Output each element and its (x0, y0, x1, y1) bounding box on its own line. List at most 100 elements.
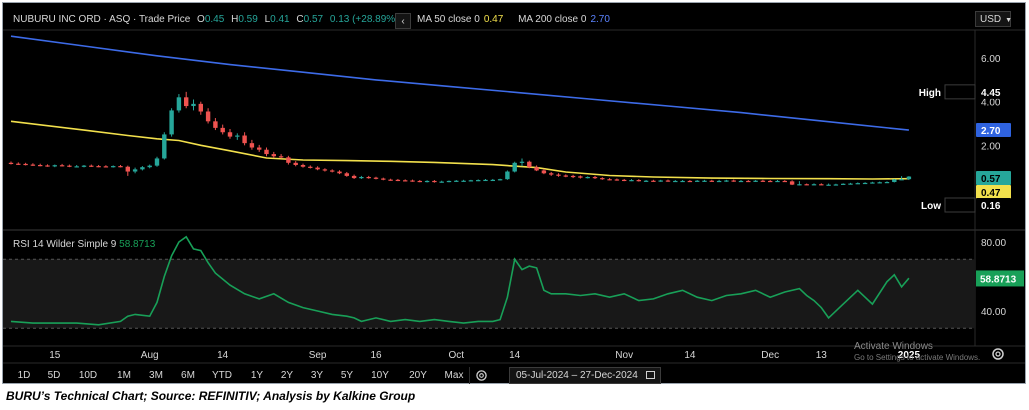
range-button-1d[interactable]: 1D (17, 370, 31, 381)
low-tag-label: Low (921, 201, 941, 212)
ma200-line (10, 35, 909, 131)
candle (505, 170, 510, 180)
candle-body (16, 163, 21, 165)
candle (483, 178, 488, 182)
candle-body (278, 156, 284, 158)
candle-body (286, 157, 291, 163)
candle (111, 165, 116, 168)
candle-body (322, 169, 328, 171)
candle-body (315, 167, 320, 170)
chevron-down-icon: ▼ (1005, 17, 1013, 24)
chart-gridlines (3, 29, 1025, 364)
candle-body (147, 165, 152, 168)
candle-body (23, 163, 28, 166)
x-axis-label: Oct (449, 350, 465, 361)
range-button-10y[interactable]: 10Y (371, 370, 389, 381)
rsi-value: 58.8713 (119, 239, 156, 250)
candle (286, 155, 291, 165)
range-settings-button[interactable] (475, 369, 488, 382)
candle (205, 108, 211, 124)
candle-body (300, 164, 306, 167)
candle (636, 179, 641, 182)
collapse-legend-button[interactable]: ‹ (395, 13, 411, 29)
candle-body (257, 147, 262, 150)
range-button-5d[interactable]: 5D (47, 370, 61, 381)
candle (96, 164, 101, 168)
range-button-2y[interactable]: 2Y (280, 370, 294, 381)
x-axis-label: 2025 (898, 350, 921, 361)
range-button-3y[interactable]: 3Y (310, 370, 324, 381)
candle-body (432, 180, 437, 183)
candle-body (388, 179, 393, 181)
candle-body (811, 184, 817, 186)
candle-body (600, 178, 605, 180)
range-button-1y[interactable]: 1Y (250, 370, 264, 381)
candle (892, 178, 897, 183)
candle-body (249, 143, 255, 148)
candle-body (8, 162, 14, 165)
candle (658, 179, 663, 182)
candle (600, 177, 605, 180)
candle-body (512, 162, 517, 172)
high-readout: H0.59 (231, 14, 258, 25)
candle-body (899, 179, 904, 181)
candle (16, 162, 21, 165)
candle (242, 132, 247, 146)
range-button-6m[interactable]: 6M (181, 370, 195, 381)
date-range-picker[interactable]: 05-Jul-2024 – 27-Dec-2024 (509, 367, 661, 384)
range-button-ytd[interactable]: YTD (212, 370, 232, 381)
candle-body (519, 161, 525, 163)
candle-body (476, 180, 481, 182)
date-end: 27-Dec-2024 (579, 370, 638, 381)
range-button-1m[interactable]: 1M (117, 370, 131, 381)
candle (103, 165, 109, 168)
range-button-10d[interactable]: 10D (78, 370, 98, 381)
candle (373, 176, 379, 180)
candle-body (848, 183, 853, 185)
candle (884, 181, 890, 184)
ma50-value: 0.47 (483, 14, 504, 25)
candle-body (395, 179, 401, 182)
candle-body (775, 180, 780, 183)
gear-small-icon (476, 370, 487, 381)
candle-body (483, 179, 488, 182)
low-tag-label-box (944, 197, 976, 213)
candle (184, 91, 189, 109)
ma50-label: MA 50 close 0 (417, 14, 480, 25)
candle (8, 161, 14, 165)
settings-gear-button[interactable] (991, 347, 1005, 361)
candle (534, 165, 539, 172)
candle (74, 164, 79, 168)
candle-body (658, 180, 663, 182)
range-button-max[interactable]: Max (439, 367, 470, 384)
range-button-3m[interactable]: 3M (149, 370, 163, 381)
watermark-line1: Activate Windows (854, 341, 933, 352)
range-button-5y[interactable]: 5Y (340, 370, 354, 381)
ma-legend: MA 50 close 0 0.47 MA 200 close 0 2.70 (417, 14, 614, 25)
candle (432, 180, 437, 183)
close-readout: C0.57 (296, 14, 323, 25)
rsi-line (10, 235, 910, 326)
x-axis-label: Nov (615, 350, 633, 361)
low-tag-box (976, 198, 1011, 212)
candle (841, 183, 846, 185)
candle-body (607, 179, 612, 181)
candle (716, 179, 722, 183)
candle (826, 183, 831, 186)
x-axis-label: 14 (509, 350, 521, 361)
candle-body (789, 181, 795, 185)
candle-body (366, 176, 371, 179)
candle-body (359, 176, 364, 179)
candle-body (892, 179, 897, 183)
currency-selector[interactable]: USD ▼ (975, 11, 1013, 27)
candle-body (205, 111, 211, 122)
candle-body (461, 180, 466, 182)
range-button-20y[interactable]: 20Y (409, 370, 427, 381)
candle-body (184, 97, 189, 107)
candle (249, 139, 255, 150)
ma200-label: MA 200 close 0 (518, 14, 587, 25)
candle (59, 163, 65, 167)
rsi-axis-tick: 40.00 (981, 307, 1006, 318)
candle-body (351, 175, 357, 179)
candle (855, 182, 860, 185)
